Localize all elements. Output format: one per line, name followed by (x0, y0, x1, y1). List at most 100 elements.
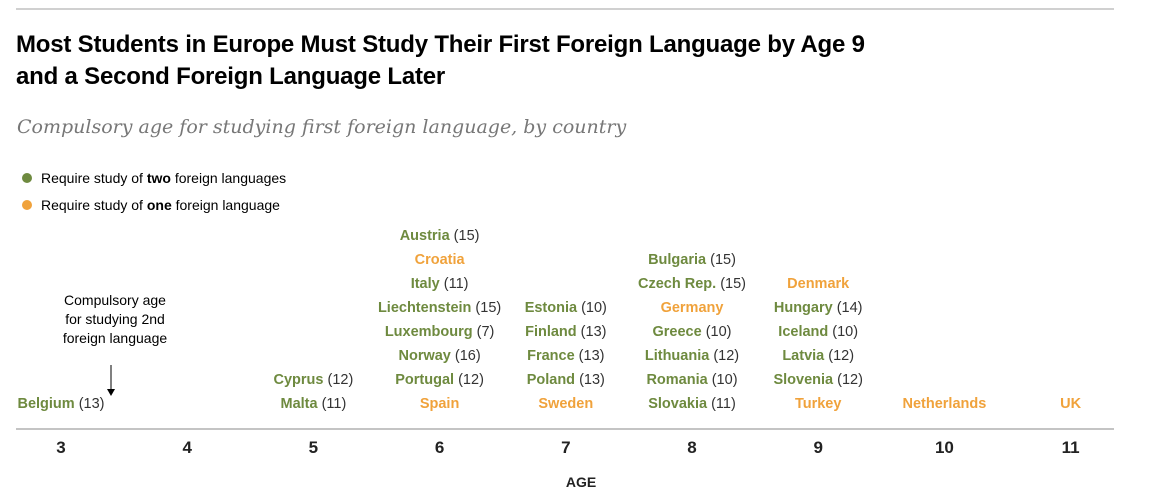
legend-item-one: Require study of one foreign language (22, 195, 286, 222)
country-name: Turkey (795, 396, 841, 412)
country-name: Cyprus (274, 372, 324, 388)
country-name: Latvia (782, 348, 825, 364)
country-label: Germany (661, 300, 724, 316)
country-name: Spain (420, 396, 459, 412)
country-name: Iceland (778, 324, 828, 340)
legend-text-bold: one (146, 197, 172, 213)
country-label: Romania (10) (646, 372, 737, 388)
x-tick-label: 4 (182, 438, 192, 457)
legend-dot-one-icon (22, 200, 32, 211)
country-label: Sweden (538, 396, 593, 412)
country-label: France (13) (527, 348, 604, 364)
x-tick-label: 3 (56, 438, 65, 457)
country-label: Malta (11) (280, 396, 346, 412)
second-language-age: (16) (451, 348, 481, 364)
country-name: Slovenia (773, 372, 834, 388)
second-language-age: (12) (833, 372, 863, 388)
annotation-line: Compulsory age (64, 292, 166, 308)
country-name: France (527, 348, 575, 364)
country-label: Iceland (10) (778, 324, 858, 340)
country-label: Lithuania (12) (645, 348, 739, 364)
country-name: Germany (661, 300, 724, 316)
country-label: UK (1060, 396, 1081, 412)
second-language-age: (15) (716, 276, 746, 292)
annotation-line: for studying 2nd (65, 311, 165, 327)
second-language-age: (12) (824, 348, 854, 364)
country-label: Spain (420, 396, 459, 412)
legend-text-before: Require study of (41, 197, 147, 213)
country-name: Luxembourg (385, 324, 473, 340)
second-language-age: (13) (75, 396, 105, 412)
second-language-age: (10) (828, 324, 858, 340)
country-label: Liechtenstein (15) (378, 300, 501, 316)
x-axis-title: AGE (566, 474, 596, 490)
legend: Require study of two foreign languages R… (22, 168, 286, 222)
legend-text-after: foreign language (171, 197, 280, 213)
second-language-age: (15) (706, 252, 736, 268)
country-name: Croatia (415, 252, 466, 268)
second-language-age: (13) (575, 348, 605, 364)
country-label: Estonia (10) (525, 300, 607, 316)
country-name: Greece (652, 324, 701, 340)
second-language-age: (12) (709, 348, 739, 364)
second-language-annotation: Compulsory age for studying 2nd foreign … (40, 291, 190, 348)
country-label: Slovakia (11) (648, 396, 736, 412)
country-label: Portugal (12) (395, 372, 484, 388)
chart-title-line-1: Most Students in Europe Must Study Their… (16, 31, 865, 58)
legend-text-bold: two (146, 170, 171, 186)
x-tick-label: 8 (687, 438, 696, 457)
annotation-arrow-icon (107, 389, 115, 396)
country-label: Belgium (13) (17, 396, 104, 412)
second-language-age: (12) (323, 372, 353, 388)
country-name: Bulgaria (648, 252, 707, 268)
second-language-age: (12) (454, 372, 484, 388)
country-name: Hungary (774, 300, 833, 316)
second-language-age: (11) (707, 396, 736, 412)
country-label: Hungary (14) (774, 300, 863, 316)
country-label: Slovenia (12) (773, 372, 862, 388)
second-language-age: (13) (577, 324, 607, 340)
country-name: Italy (411, 276, 440, 292)
country-name: Belgium (17, 396, 74, 412)
chart-title: Most Students in Europe Must Study Their… (16, 29, 1116, 93)
country-name: Denmark (787, 276, 850, 292)
country-label: Poland (13) (527, 372, 605, 388)
second-language-age: (14) (833, 300, 863, 316)
country-label: Croatia (415, 252, 466, 268)
country-name: Netherlands (902, 396, 986, 412)
x-tick-label: 11 (1062, 438, 1080, 457)
x-tick-label: 10 (935, 438, 954, 457)
top-rule (16, 8, 1114, 10)
country-label: Bulgaria (15) (648, 252, 736, 268)
country-label: Cyprus (12) (274, 372, 354, 388)
country-name: Czech Rep. (638, 276, 716, 292)
country-label: Latvia (12) (782, 348, 854, 364)
country-name: UK (1060, 396, 1081, 412)
country-name: Slovakia (648, 396, 708, 412)
second-language-age: (10) (702, 324, 732, 340)
country-label: Netherlands (902, 396, 986, 412)
second-language-age: (15) (450, 228, 480, 244)
country-name: Liechtenstein (378, 300, 471, 316)
x-tick-label: 5 (309, 438, 318, 457)
country-name: Austria (400, 228, 451, 244)
second-language-age: (11) (440, 276, 469, 292)
second-language-age: (10) (577, 300, 607, 316)
country-label: Norway (16) (398, 348, 480, 364)
country-name: Finland (525, 324, 577, 340)
country-name: Portugal (395, 372, 454, 388)
second-language-age: (11) (318, 396, 347, 412)
country-label: Czech Rep. (15) (638, 276, 746, 292)
country-name: Poland (527, 372, 575, 388)
country-name: Lithuania (645, 348, 710, 364)
x-tick-label: 6 (435, 438, 444, 457)
chart-subtitle: Compulsory age for studying first foreig… (17, 116, 627, 138)
country-label: Denmark (787, 276, 850, 292)
legend-text-after: foreign languages (170, 170, 287, 186)
country-label: Luxembourg (7) (385, 324, 495, 340)
legend-item-two: Require study of two foreign languages (22, 168, 286, 195)
country-label: Austria (15) (400, 228, 480, 244)
second-language-age: (7) (473, 324, 495, 340)
country-label: Greece (10) (652, 324, 731, 340)
